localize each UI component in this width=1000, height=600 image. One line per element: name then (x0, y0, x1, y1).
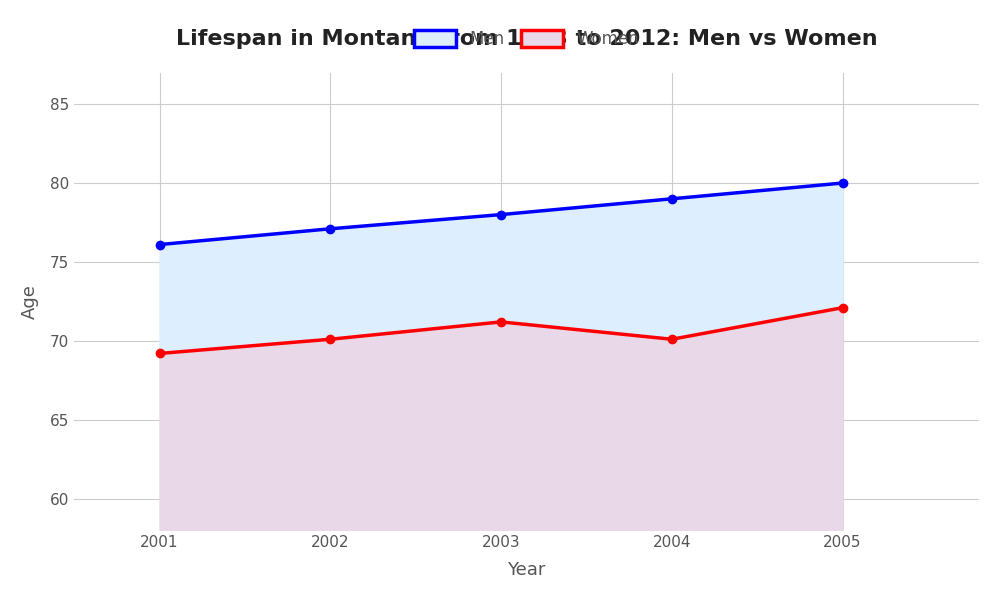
Title: Lifespan in Montana from 1973 to 2012: Men vs Women: Lifespan in Montana from 1973 to 2012: M… (176, 29, 877, 49)
Legend: Men, Women: Men, Women (406, 22, 647, 56)
Y-axis label: Age: Age (21, 284, 39, 319)
X-axis label: Year: Year (507, 561, 546, 579)
